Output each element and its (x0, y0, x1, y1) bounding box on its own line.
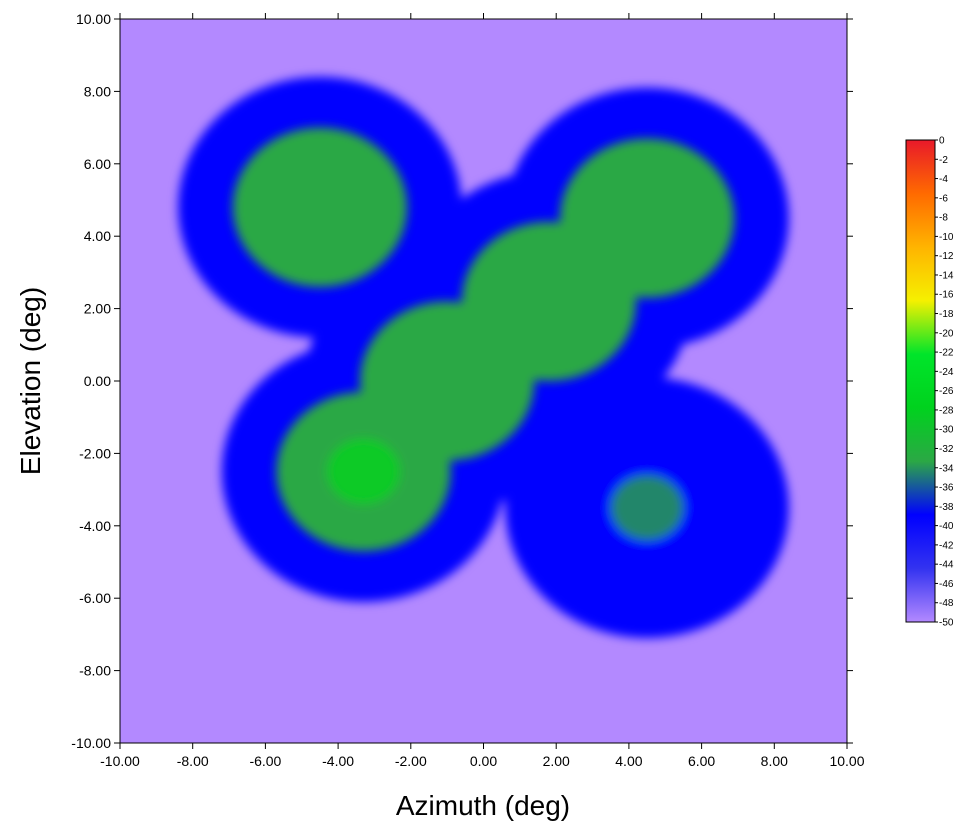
y-tick-label: 8.00 (84, 83, 111, 99)
colorbar-label: -46 (939, 579, 954, 590)
x-tick-label: 6.00 (688, 753, 715, 769)
y-tick-label: 2.00 (84, 301, 111, 317)
y-tick-label: -2.00 (79, 445, 111, 461)
colorbar-label: 0 (939, 136, 945, 147)
y-tick-label: 4.00 (84, 228, 111, 244)
x-axis: -10.00 -8.00 -6.00 -4.00 -2.00 0.00 2.00 4.00 6.… (100, 13, 865, 769)
lobe-peak (283, 174, 357, 240)
y-axis-title: Elevation (deg) (15, 287, 46, 475)
lobe-peak (512, 268, 586, 334)
colorbar-label: -16 (939, 290, 954, 301)
heatmap-field (178, 76, 789, 639)
colorbar-label: -40 (939, 521, 954, 532)
colorbar-label: -44 (939, 560, 954, 571)
colorbar-label: -8 (939, 213, 948, 224)
x-tick-label: -8.00 (177, 753, 209, 769)
x-tick-label: 2.00 (543, 753, 570, 769)
y-axis: 10.00 8.00 6.00 4.00 2.00 0.00 -2.00 -4.00 -6.00… (71, 11, 853, 751)
colorbar-label: -26 (939, 386, 954, 397)
y-tick-label: 10.00 (76, 11, 111, 27)
colorbar-label: -42 (939, 540, 954, 551)
colorbar-label: -18 (939, 309, 954, 320)
colorbar-label: -32 (939, 444, 954, 455)
colorbar-label: -14 (939, 270, 954, 281)
y-tick-label: 0.00 (84, 373, 111, 389)
colorbar-label: -24 (939, 367, 954, 378)
x-tick-label: 8.00 (761, 753, 788, 769)
colorbar-label: -20 (939, 328, 954, 339)
colorbar-label: -10 (939, 232, 954, 243)
y-tick-label: -10.00 (71, 735, 111, 751)
x-axis-title: Azimuth (deg) (396, 790, 570, 821)
y-tick-label: 6.00 (84, 156, 111, 172)
x-tick-label: 0.00 (470, 753, 497, 769)
colorbar-label: -12 (939, 251, 954, 262)
plot-area (119, 18, 848, 744)
colorbar-label: -4 (939, 174, 948, 185)
lobe-peak (610, 475, 684, 541)
x-tick-label: 10.00 (829, 753, 864, 769)
lobe-peak (410, 348, 484, 414)
colorbar-label: -2 (939, 155, 948, 166)
colorbar-label: -50 (939, 618, 954, 629)
colorbar-label: -36 (939, 483, 954, 494)
colorbar-label: -48 (939, 598, 954, 609)
colorbar-label: -28 (939, 405, 954, 416)
y-tick-label: -4.00 (79, 518, 111, 534)
colorbar-label: -6 (939, 193, 948, 204)
colorbar-gradient (905, 139, 936, 623)
colorbar-label: -30 (939, 425, 954, 436)
colorbar-label: -34 (939, 463, 954, 474)
y-tick-label: -8.00 (79, 663, 111, 679)
x-tick-label: 4.00 (615, 753, 642, 769)
x-tick-label: -2.00 (395, 753, 427, 769)
lobe-peak (327, 438, 400, 505)
x-tick-label: -10.00 (100, 753, 140, 769)
heatmap-lobe-group (232, 127, 735, 588)
colorbar-label: -22 (939, 348, 954, 359)
y-tick-label: -6.00 (79, 590, 111, 606)
colorbar-labels: 0 -2 -4 -6 -8 -10 -12 -14 -16 -18 -20 -22 -24 -26 -28 -… (935, 136, 954, 629)
colorbar-label: -38 (939, 502, 954, 513)
lobe-peak (610, 185, 684, 251)
x-tick-label: -6.00 (249, 753, 281, 769)
x-tick-label: -4.00 (322, 753, 354, 769)
colorbar: 0 -2 -4 -6 -8 -10 -12 -14 -16 -18 -20 -22 -24 -26 -28 -… (905, 136, 954, 629)
